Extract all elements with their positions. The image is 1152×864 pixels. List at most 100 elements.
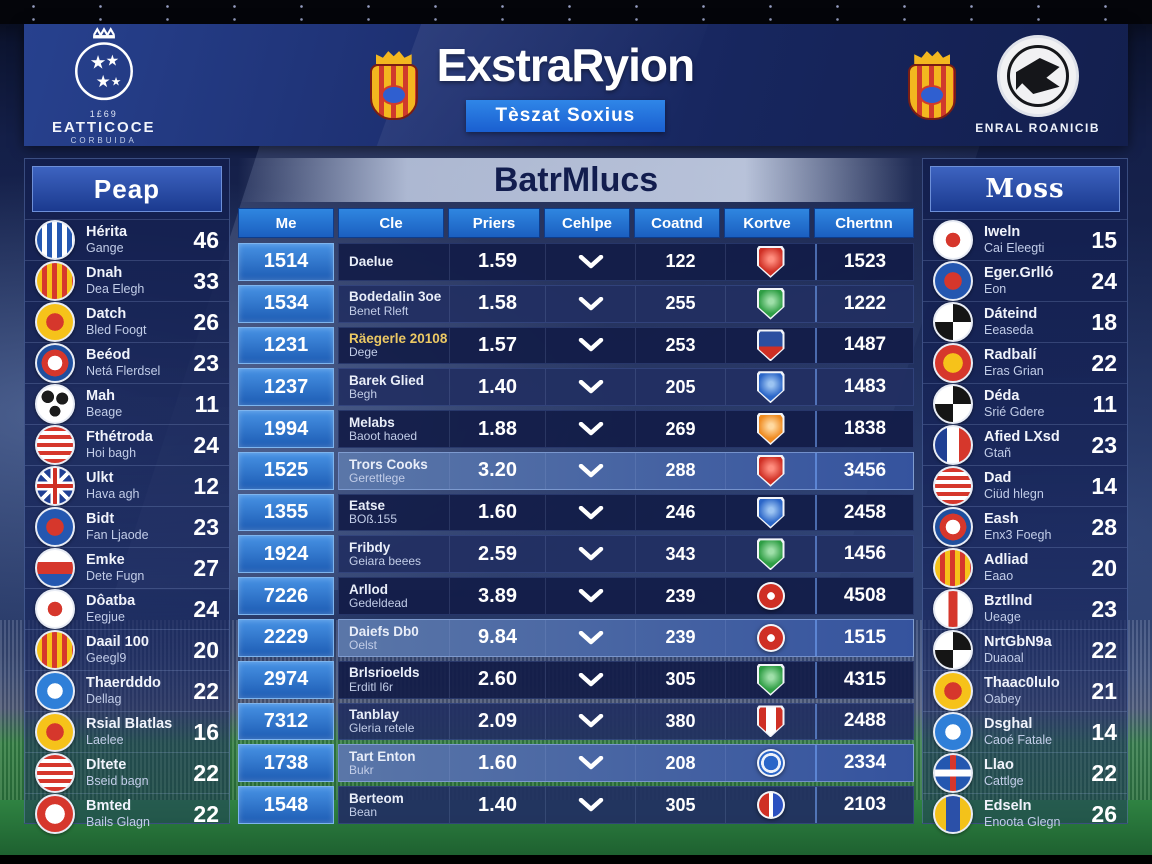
list-item[interactable]: Dáteind Eeaseda 18 [923,301,1127,342]
column-header[interactable]: Kortve [724,208,810,238]
team-value: 33 [193,267,219,294]
table-row[interactable]: 2229 Daiefs Db0 Oelst 9.84 239 1515 [238,619,914,657]
list-item[interactable]: Ulkt Hava agh 12 [25,465,229,506]
column-header[interactable]: Coatnd [634,208,720,238]
team-value: 24 [1091,267,1117,294]
me-cell[interactable]: 1994 [238,410,334,448]
me-cell[interactable]: 1231 [238,326,334,365]
table-row[interactable]: 1534 Bodedalin 3oe Benet Rleft 1.58 255 1222 [238,284,914,323]
table-row[interactable]: 1525 Trors Cooks Gerettlege 3.20 288 3456 [238,451,914,490]
chevron-down-icon[interactable] [545,369,635,406]
chevron-down-icon[interactable] [545,536,635,573]
list-item[interactable]: Dnah Dea Elegh 33 [25,260,229,301]
team-value: 12 [193,472,219,499]
me-cell[interactable]: 2974 [238,660,334,699]
chevron-down-icon[interactable] [545,285,635,322]
list-item[interactable]: Datch Bled Foogt 26 [25,301,229,342]
header: ★ ★ ★ ★ 1£69 EATTICOCE CORBUIDA ExstraRy… [24,24,1128,146]
chevron-down-icon[interactable] [545,703,635,740]
kortve-badge-icon [756,749,785,778]
team-sub: Hoi bagh [86,446,137,461]
list-item[interactable]: Eger.Grlló Eon 24 [923,260,1127,301]
table-row[interactable]: 1514 Daelue 1.59 122 1523 [238,243,914,281]
chevron-down-icon[interactable] [545,745,635,782]
list-item[interactable]: Eash Enx3 Foegh 28 [923,506,1127,547]
list-item[interactable]: Dad Ciüd hlegn 14 [923,465,1127,506]
list-item[interactable]: Iweln Cai Eleegti 15 [923,219,1127,260]
me-cell[interactable]: 1355 [238,493,334,532]
chevron-down-icon[interactable] [545,620,635,656]
list-item[interactable]: Hérita Gange 46 [25,219,229,260]
table-row[interactable]: 1231 Räegerle 20108 Dege 1.57 253 1487 [238,326,914,365]
column-header[interactable]: Chertnn [814,208,914,238]
club-caption: ENRAL ROANICIB [975,121,1100,135]
player-name: Berteom Bean [339,787,449,823]
list-item[interactable]: Dltete Bseid bagn 22 [25,752,229,793]
me-cell[interactable]: 1525 [238,451,334,490]
list-item[interactable]: Emke Dete Fugn 27 [25,547,229,588]
price-cell: 1.40 [449,369,545,406]
me-cell[interactable]: 7226 [238,577,334,616]
table-row[interactable]: 7226 Arllod Gedeldead 3.89 239 4508 [238,577,914,616]
list-item[interactable]: Adliad Eaao 20 [923,547,1127,588]
me-cell[interactable]: 1534 [238,284,334,323]
player-name: Bodedalin 3oe Benet Rleft [339,286,449,322]
list-item[interactable]: Edseln Enoota Glegn 26 [923,793,1127,834]
table-row[interactable]: 7312 Tanblay Gleria retele 2.09 380 2488 [238,702,914,741]
list-item[interactable]: Llao Cattlge 22 [923,752,1127,793]
team-sub: Enx3 Foegh [984,528,1052,543]
column-header[interactable]: Priers [448,208,540,238]
chevron-down-icon[interactable] [545,787,635,823]
chevron-down-icon[interactable] [545,452,635,489]
player-sub-line: Dege [349,345,378,360]
chevron-down-icon[interactable] [545,661,635,698]
list-item[interactable]: Dôatba Eegjue 24 [25,588,229,629]
table-row[interactable]: 1994 Melabs Baoot haoed 1.88 269 1838 [238,410,914,448]
list-item[interactable]: NrtGbN9a Duaoal 22 [923,629,1127,670]
list-item[interactable]: Déda Srié Gdere 11 [923,383,1127,424]
table-row[interactable]: 1355 Eatse BOß.155 1.60 246 2458 [238,493,914,532]
me-cell[interactable]: 1924 [238,535,334,574]
table-row[interactable]: 1924 Fribdy Geiara beees 2.59 343 1456 [238,535,914,574]
me-cell[interactable]: 1514 [238,243,334,281]
team-value: 11 [1092,390,1117,417]
list-item[interactable]: Beéod Netá Flerdsel 23 [25,342,229,383]
chevron-down-icon[interactable] [545,411,635,447]
table-row[interactable]: 2974 Brlsrioelds Erditl l6r 2.60 305 4315 [238,660,914,699]
total-cell: 1487 [815,327,913,364]
table-row[interactable]: 1738 Tart Enton Bukr 1.60 208 2334 [238,744,914,783]
table-row[interactable]: 1237 Barek Glied Begh 1.40 205 1483 [238,368,914,407]
table-row[interactable]: 1548 Berteom Bean 1.40 305 2103 [238,786,914,824]
column-header[interactable]: Cle [338,208,444,238]
column-header[interactable]: Me [238,208,334,238]
list-item[interactable]: Mah Beage 11 [25,383,229,424]
count-cell: 122 [635,244,725,280]
list-item[interactable]: Fthétroda Hoi bagh 24 [25,424,229,465]
chevron-down-icon[interactable] [545,327,635,364]
me-cell[interactable]: 1548 [238,786,334,824]
chevron-down-icon[interactable] [545,578,635,615]
count-cell: 253 [635,327,725,364]
list-item[interactable]: Thaerdddo Dellag 22 [25,670,229,711]
list-item[interactable]: Bidt Fan Ljaode 23 [25,506,229,547]
list-item[interactable]: Thaac0lulo Oabey 21 [923,670,1127,711]
chevron-down-icon[interactable] [545,244,635,280]
list-item[interactable]: Bztllnd Ueage 23 [923,588,1127,629]
list-item[interactable]: Dsghal Caoé Fatale 14 [923,711,1127,752]
me-cell[interactable]: 7312 [238,702,334,741]
column-header[interactable]: Cehlpe [544,208,630,238]
me-cell[interactable]: 2229 [238,619,334,657]
kortve-cell [725,536,815,573]
list-item[interactable]: Radbalí Eras Grian 22 [923,342,1127,383]
me-cell[interactable]: 1738 [238,744,334,783]
me-cell[interactable]: 1237 [238,368,334,407]
list-item[interactable]: Afied LXsd Gtañ 23 [923,424,1127,465]
list-item[interactable]: Daail 100 Geegl9 20 [25,629,229,670]
list-item[interactable]: Bmted Bails Glagn 22 [25,793,229,834]
team-text: Fthétroda Hoi bagh [86,429,193,461]
table-header-row: Me Cle Priers Cehlpe Coatnd Kortve Chertnn [238,208,914,238]
team-text: Thaac0lulo Oabey [984,675,1091,707]
row-cells: Brlsrioelds Erditl l6r 2.60 305 4315 [338,660,914,699]
list-item[interactable]: Rsial Blatlas Laelee 16 [25,711,229,752]
chevron-down-icon[interactable] [545,494,635,531]
